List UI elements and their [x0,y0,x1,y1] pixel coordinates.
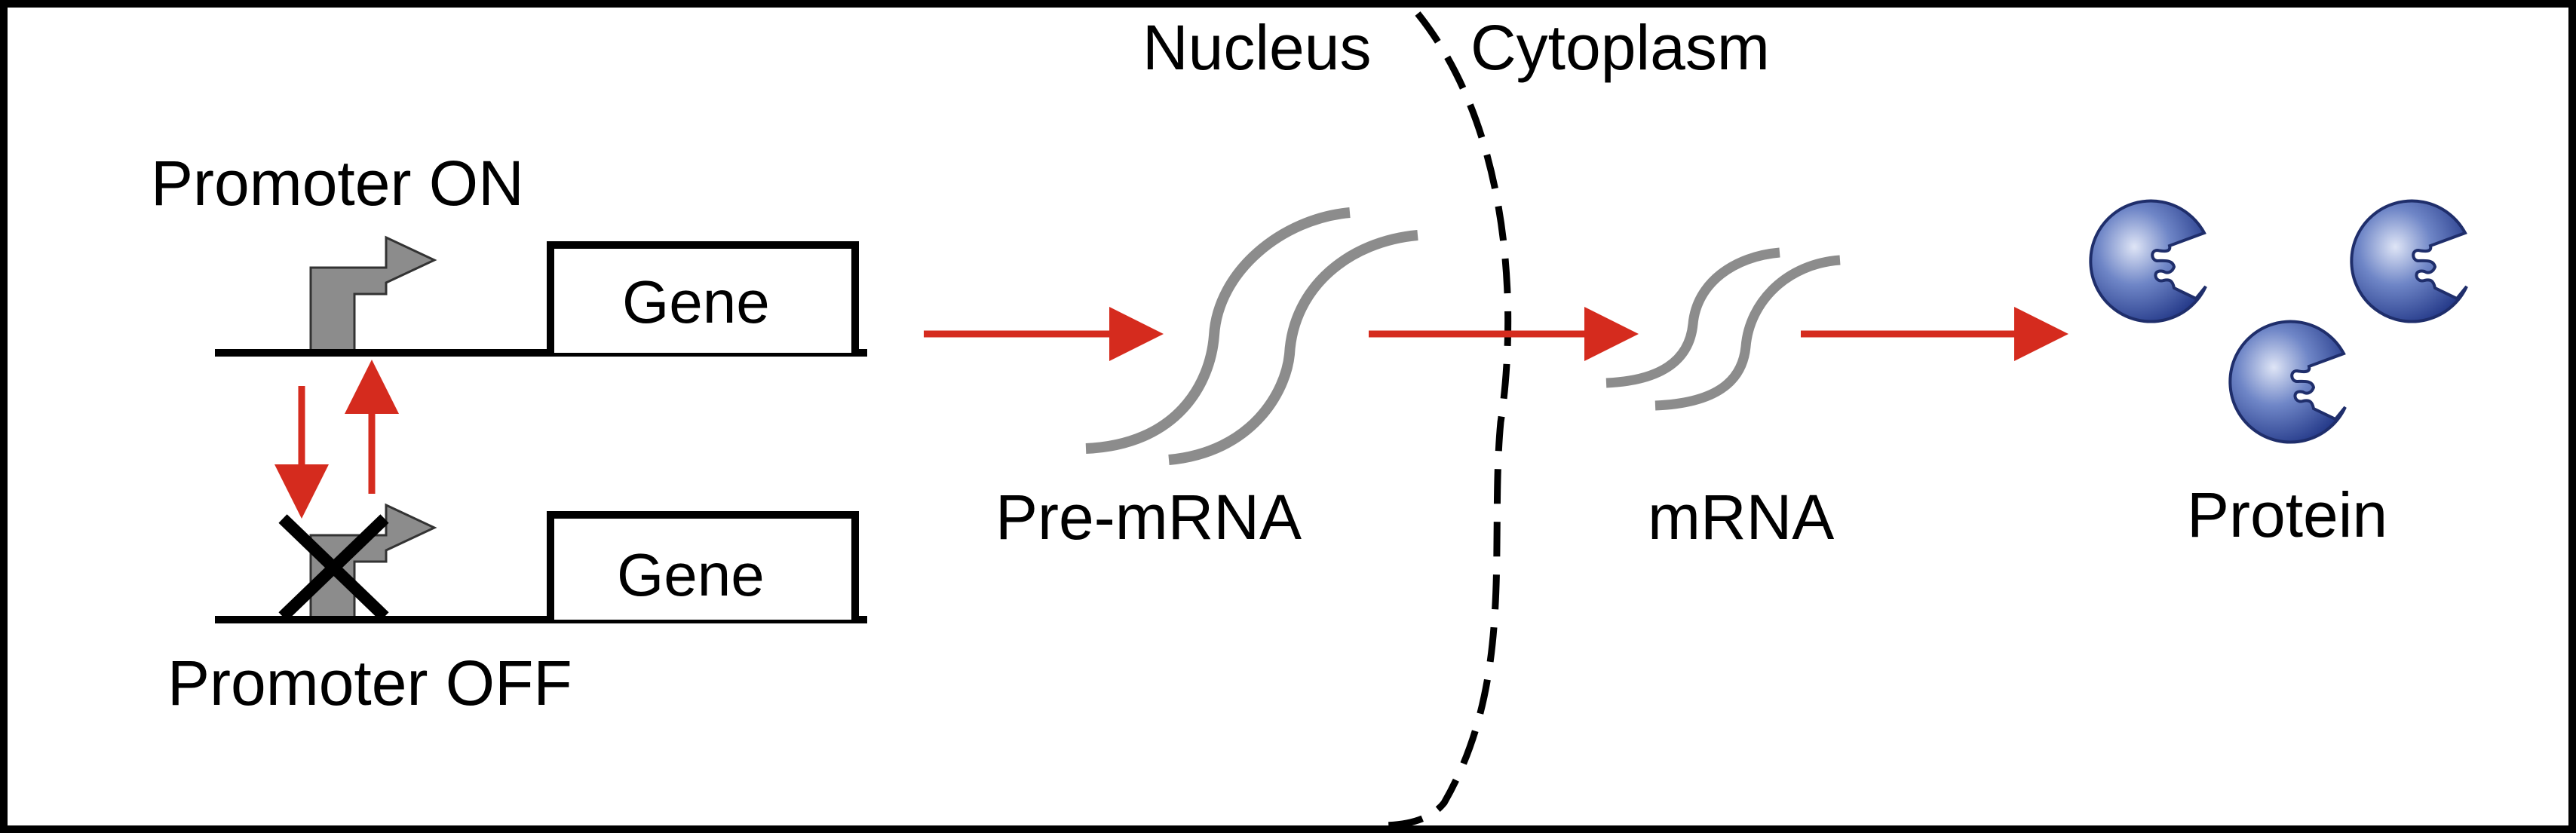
promoter-off-label: Promoter OFF [167,648,572,718]
pre-mrna-strands-icon [1085,207,1418,465]
protein-icon-1 [2089,199,2207,323]
promoter-on-label: Promoter ON [151,148,524,219]
protein-icon-2 [2350,199,2468,323]
blocked-x-icon [278,514,389,621]
protein-label: Protein [2187,479,2387,550]
mrna-strands-icon [1605,247,1841,411]
gene-label-off: Gene [617,541,765,608]
gene-label-on: Gene [622,268,770,335]
nuclear-membrane [1379,11,1512,829]
pre-mrna-label: Pre-mRNA [995,482,1302,553]
promoter-on-arrow-icon [309,235,437,354]
nucleus-label: Nucleus [1142,12,1371,83]
mrna-label: mRNA [1648,482,1834,553]
gene-box-on [547,241,859,353]
gene-box-off [547,511,859,620]
protein-icon-3 [2228,320,2347,444]
cytoplasm-label: Cytoplasm [1470,12,1770,83]
